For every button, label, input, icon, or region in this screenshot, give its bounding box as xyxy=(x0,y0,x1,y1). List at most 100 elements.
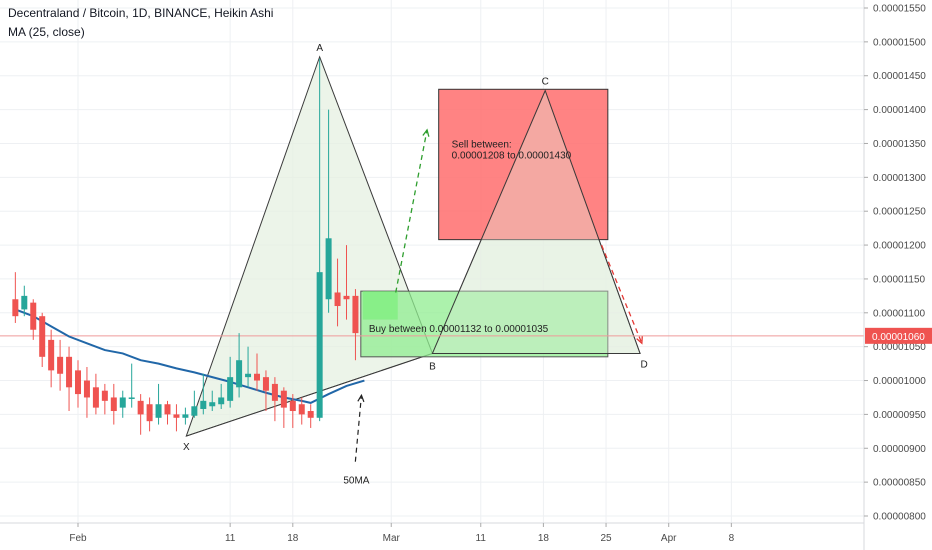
candle-body xyxy=(110,397,117,412)
price-tick-label: 0.00000950 xyxy=(873,410,926,421)
candle xyxy=(66,346,73,412)
candle xyxy=(83,366,90,418)
down-projection-arrowhead xyxy=(636,336,643,345)
candle-body xyxy=(209,402,216,407)
candle xyxy=(137,394,144,435)
candle xyxy=(92,373,99,415)
price-tick-label: 0.00001200 xyxy=(873,241,926,252)
candle-body xyxy=(173,414,180,418)
candle-body xyxy=(48,339,55,371)
pattern-line-xb xyxy=(186,352,433,437)
time-tick-label: Feb xyxy=(69,533,87,544)
candle-body xyxy=(101,390,108,401)
time-tick-label: Apr xyxy=(661,533,677,544)
candle xyxy=(155,383,162,425)
candle xyxy=(343,245,350,320)
price-tick-label: 0.00000800 xyxy=(873,512,926,523)
candle-body xyxy=(182,414,189,418)
ma-pointer-arrow xyxy=(354,395,363,462)
candle-body xyxy=(245,373,252,378)
candle-body xyxy=(298,404,305,415)
buy-zone-label: Buy between 0.00001132 to 0.00001035 xyxy=(369,324,549,335)
candle-body xyxy=(343,295,350,300)
buy-zone-box xyxy=(360,290,609,358)
candle-body xyxy=(57,356,64,374)
price-tick-label: 0.00000900 xyxy=(873,444,926,455)
candle xyxy=(334,258,341,327)
point-label-d: D xyxy=(640,359,647,370)
candle-body xyxy=(119,397,126,408)
time-tick-label: 11 xyxy=(225,533,236,544)
candle xyxy=(173,404,180,432)
price-tick-label: 0.00001100 xyxy=(873,308,926,319)
point-label-c: C xyxy=(542,77,549,88)
time-tick-label: Mar xyxy=(383,533,401,544)
buy-zone-highlight xyxy=(362,291,398,320)
price-tick-label: 0.00001250 xyxy=(873,207,926,218)
candle-body xyxy=(280,390,287,408)
candle xyxy=(12,272,19,323)
candle-body xyxy=(254,373,260,381)
candle-body xyxy=(83,380,90,398)
price-tick-label: 0.00001450 xyxy=(873,71,926,82)
candle xyxy=(182,407,189,425)
price-tick-label: 0.00001350 xyxy=(873,139,926,150)
candle xyxy=(48,329,55,388)
candle xyxy=(119,390,126,418)
point-label-a: A xyxy=(316,43,323,54)
candle-body xyxy=(236,360,243,388)
candle-body xyxy=(146,404,153,422)
candle-body xyxy=(191,406,198,416)
candle-body xyxy=(66,356,73,388)
candle-body xyxy=(334,292,341,307)
candle xyxy=(236,333,243,398)
price-tick-label: 0.00001500 xyxy=(873,37,926,48)
candle-body xyxy=(39,316,46,357)
candle xyxy=(271,377,278,422)
chart-title: Decentraland / Bitcoin, 1D, BINANCE, Hei… xyxy=(8,6,274,20)
sell-zone-label-line2: 0.00001208 to 0.00001430 xyxy=(452,150,572,161)
candles xyxy=(12,58,359,435)
candle xyxy=(39,312,46,367)
candle xyxy=(75,360,81,408)
candle-body xyxy=(316,272,323,418)
candle xyxy=(262,370,269,412)
candle-body xyxy=(30,302,37,330)
point-label-x: X xyxy=(183,442,190,453)
price-tick-label: 0.00000850 xyxy=(873,478,926,489)
candle xyxy=(101,383,108,415)
candle-body xyxy=(75,370,81,395)
candle xyxy=(307,404,314,428)
up-projection-arrowhead xyxy=(422,128,430,137)
candle xyxy=(30,299,37,340)
candle-body xyxy=(92,387,99,408)
price-tick-label: 0.00001300 xyxy=(873,173,926,184)
candle xyxy=(352,289,359,361)
pattern-overlay xyxy=(431,89,641,354)
candle xyxy=(325,109,332,313)
candle-body xyxy=(21,295,28,310)
candle-body xyxy=(155,404,162,418)
candle xyxy=(218,383,225,409)
candle xyxy=(191,390,198,418)
time-tick-label: 18 xyxy=(538,533,550,544)
candle xyxy=(200,373,207,415)
ma-pointer-arrowhead xyxy=(357,393,365,403)
candle-body xyxy=(164,404,171,415)
sell-zone-label-line1: Sell between: xyxy=(452,139,512,150)
candle xyxy=(146,397,153,432)
candle xyxy=(57,339,64,391)
time-tick-label: 25 xyxy=(600,533,612,544)
sell-zone-box xyxy=(438,88,609,241)
candle xyxy=(245,346,252,388)
candle-body xyxy=(218,397,225,405)
candle xyxy=(110,383,117,425)
up-projection-arrow xyxy=(395,129,428,293)
point-label-b: B xyxy=(429,361,436,372)
candle-body xyxy=(12,299,19,317)
candle xyxy=(164,400,171,425)
candle xyxy=(289,394,296,428)
candle xyxy=(298,397,305,425)
